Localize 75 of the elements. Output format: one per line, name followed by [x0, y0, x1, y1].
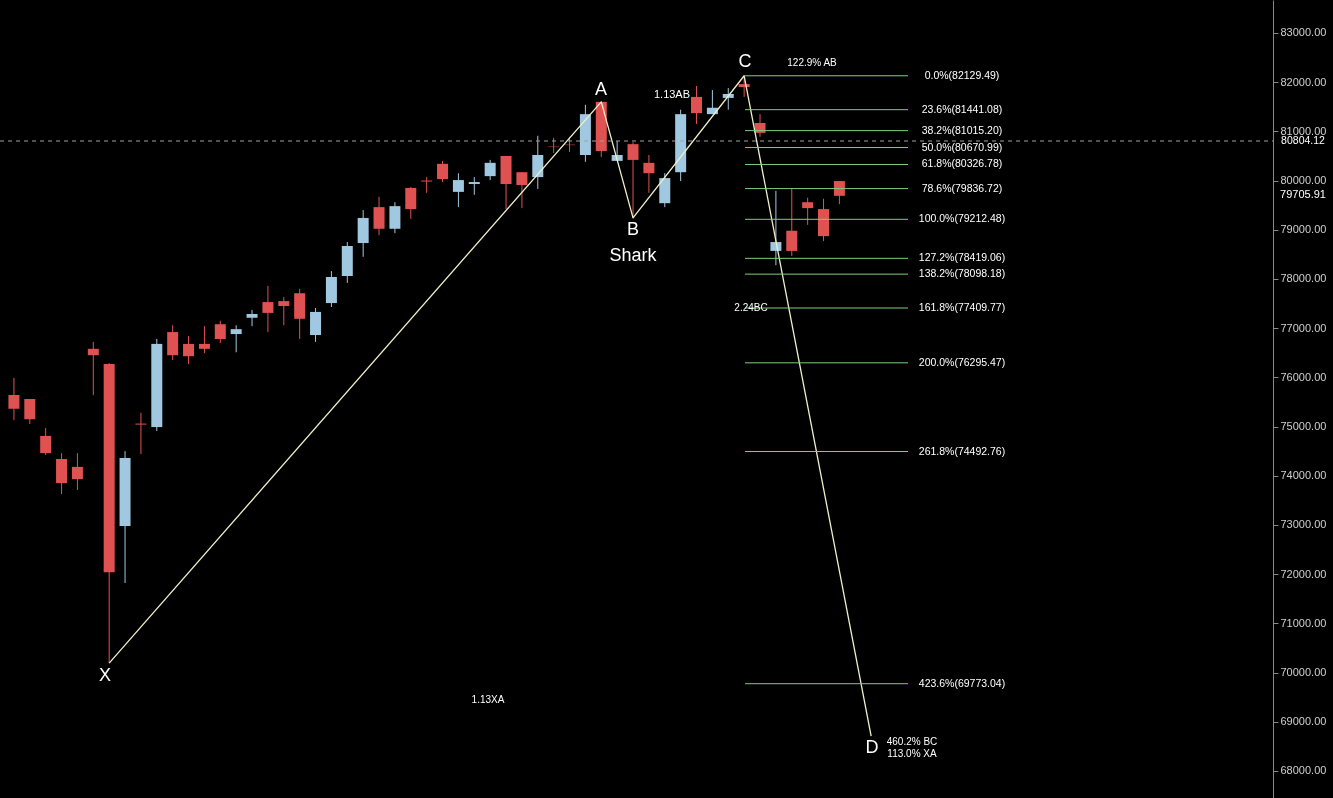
- candlestick: [643, 154, 655, 194]
- ref-line-label: 423.6%(69773.04): [918, 676, 1006, 689]
- y-tick-label: 68000.00: [1280, 764, 1327, 777]
- candlestick: [24, 398, 36, 425]
- candlestick: [437, 160, 449, 183]
- y-tick-label: 69000.00: [1280, 715, 1327, 728]
- y-tick-label: 73000.00: [1280, 518, 1327, 531]
- candlestick: [833, 180, 845, 205]
- candlestick: [198, 325, 210, 354]
- y-tick-label: 80000.00: [1280, 174, 1327, 187]
- ref-line-label: 0.0%(82129.49): [924, 68, 1000, 81]
- ref-line-label: 161.8%(77409.77): [918, 300, 1006, 313]
- y-tick-label: 79000.00: [1280, 223, 1327, 236]
- candlestick: [135, 412, 147, 455]
- candlestick: [214, 320, 226, 344]
- candlestick: [87, 341, 99, 396]
- y-tick-label: 77000.00: [1280, 321, 1327, 334]
- annotation: X: [98, 665, 112, 685]
- annotation: 113.0% XA: [887, 748, 937, 759]
- candlestick: [389, 201, 401, 234]
- ref-line-label: 200.0%(76295.47): [918, 355, 1006, 368]
- ref-line-label: 261.8%(74492.76): [918, 444, 1006, 457]
- y-tick-label: 76000.00: [1280, 370, 1327, 383]
- candlestick: [246, 309, 258, 327]
- ref-line-label: 100.0%(79212.48): [918, 212, 1006, 225]
- candlestick: [278, 296, 290, 326]
- candlestick: [183, 335, 195, 365]
- ref-line-label: 80804.12: [1281, 134, 1326, 146]
- candlestick: [484, 159, 496, 181]
- candlestick: [8, 377, 20, 421]
- ref-line-label: 78.6%(79836.72): [921, 181, 1003, 194]
- annotation: 1.13AB: [653, 88, 691, 100]
- annotation: 122.9% AB: [787, 57, 838, 68]
- y-tick-label: 75000.00: [1280, 420, 1327, 433]
- annotation: Shark: [609, 245, 658, 265]
- y-tick-label: 74000.00: [1280, 469, 1327, 482]
- candlestick: [373, 196, 385, 236]
- annotation: 1.13XA: [471, 694, 505, 705]
- annotation: B: [626, 219, 640, 239]
- y-tick-label: 83000.00: [1280, 26, 1327, 39]
- candlestick: [691, 85, 703, 125]
- ref-line-label: 138.2%(78098.18): [918, 267, 1006, 280]
- candlestick: [770, 190, 782, 266]
- candlestick: [421, 176, 433, 194]
- candlestick: [516, 171, 528, 209]
- ref-line-label: 127.2%(78419.06): [918, 251, 1006, 264]
- y-tick-label: 71000.00: [1280, 616, 1327, 629]
- ref-line-label: 38.2%(81015.20): [921, 123, 1003, 136]
- annotation: 460.2% BC: [886, 736, 938, 747]
- y-tick-label: 82000.00: [1280, 75, 1327, 88]
- annotation: C: [738, 51, 752, 71]
- y-tick-label: 81000.00: [1280, 124, 1327, 137]
- candlestick: [71, 452, 83, 491]
- ref-line-label: 61.8%(80326.78): [921, 157, 1003, 170]
- candlestick: [262, 285, 274, 333]
- candlestick: [405, 186, 417, 220]
- candlestick: [40, 427, 52, 456]
- candlestick: [452, 172, 464, 208]
- text: 79705.91: [1280, 188, 1326, 200]
- candlestick: [310, 307, 322, 343]
- y-tick-label: 78000.00: [1280, 272, 1327, 285]
- candlestick: [786, 188, 798, 257]
- candlestick: [230, 324, 242, 353]
- y-tick-label: 70000.00: [1280, 666, 1327, 679]
- candlestick: [627, 141, 639, 219]
- y-tick-label: 72000.00: [1280, 567, 1327, 580]
- annotation: A: [594, 79, 608, 99]
- ref-line-label: 23.6%(81441.08): [921, 102, 1003, 115]
- candlestick: [802, 197, 814, 226]
- annotation: 2.24BC: [734, 302, 768, 313]
- ref-line-label: 50.0%(80670.99): [921, 140, 1003, 153]
- annotation: D: [865, 737, 879, 757]
- candlestick: [167, 324, 179, 361]
- candlestick: [754, 113, 766, 138]
- candlestick: [532, 135, 544, 190]
